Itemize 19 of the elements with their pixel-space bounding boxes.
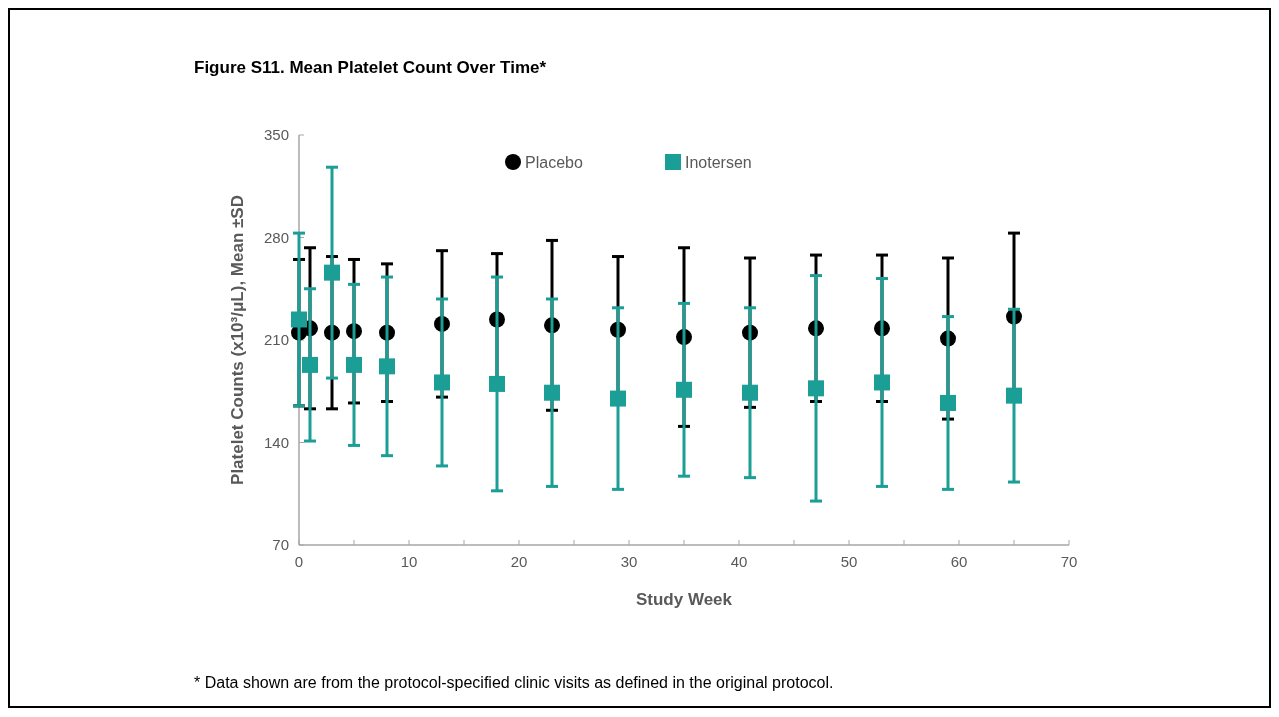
y-axis-title: Platelet Counts (x10³/μL), Mean ±SD [228, 195, 247, 485]
x-tick-label: 0 [294, 553, 304, 570]
y-tick-label: 280 [263, 228, 289, 246]
x-tick-label: 10 [400, 553, 418, 570]
x-axis-title: Study Week [635, 590, 733, 609]
x-tick-label: 70 [1060, 553, 1078, 570]
text: * Data shown are from the protocol-specified clinic visits as defined in the original protocol. [194, 674, 834, 691]
legend-label: Inotersen [685, 154, 752, 171]
x-tick-label: 40 [730, 553, 748, 570]
x-tick-label: 60 [950, 553, 968, 570]
y-tick-label: 210 [263, 331, 289, 348]
x-tick-label: 50 [840, 553, 858, 570]
y-tick-label: 350 [263, 126, 289, 143]
y-tick-label: 140 [263, 433, 289, 451]
chart-title: Figure S11. Mean Platelet Count Over Time* [194, 58, 547, 77]
y-tick-label: 70 [272, 536, 289, 553]
legend-label: Placebo [525, 154, 583, 171]
x-tick-label: 20 [510, 553, 528, 570]
x-tick-label: 30 [620, 553, 638, 570]
